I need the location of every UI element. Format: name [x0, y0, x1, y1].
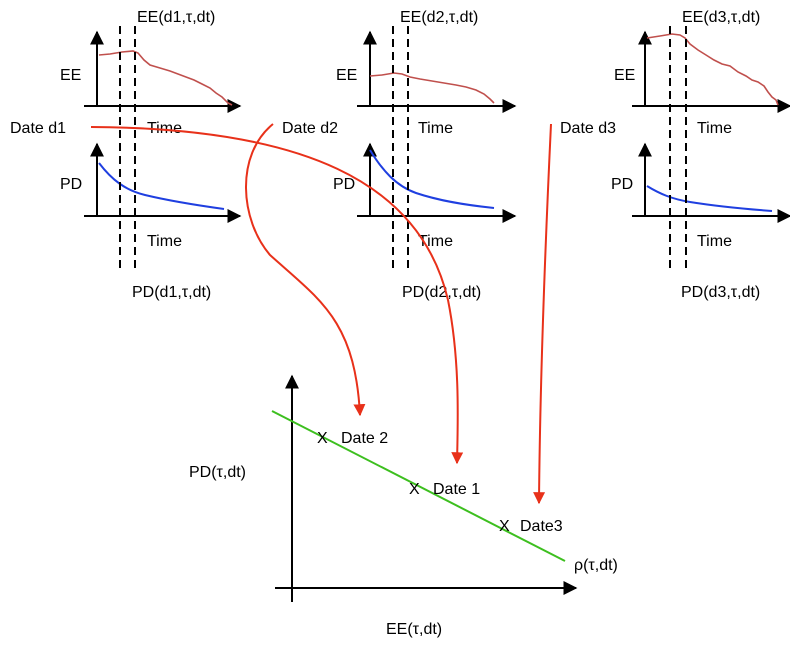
pd-curve — [98, 162, 225, 210]
ee-axis-label: EE — [60, 67, 81, 84]
point-marker: X — [499, 518, 510, 535]
ee-curve — [98, 50, 233, 106]
pd-curve — [369, 149, 495, 209]
point-label: Date 1 — [433, 481, 480, 498]
summary-y-label: PD(τ,dt) — [189, 464, 246, 481]
time-label-top: Time — [697, 120, 732, 137]
regression-line — [271, 410, 566, 562]
panel-d1: EE(d1,τ,dt) EE Date d1 Time PD Time PD(d… — [10, 9, 242, 301]
time-label-bottom: Time — [147, 233, 182, 250]
summary-plot: X Date 2 X Date 1 X Date3 PD(τ,dt) EE(τ,… — [189, 374, 618, 638]
ee-axis-label: EE — [614, 67, 635, 84]
time-label-bottom: Time — [697, 233, 732, 250]
arrow-date-d1-to-date1 — [90, 126, 464, 465]
pd-label: PD(d1,τ,dt) — [132, 284, 211, 301]
arrow-date-d3-to-date3 — [533, 123, 552, 505]
pd-axis-label: PD — [60, 176, 82, 193]
time-label-top: Time — [147, 120, 182, 137]
summary-x-label: EE(τ,dt) — [386, 621, 442, 638]
time-label-top: Time — [418, 120, 453, 137]
point-marker: X — [409, 481, 420, 498]
point-label: Date 2 — [341, 430, 388, 447]
pd-axis-label: PD — [611, 176, 633, 193]
point-marker: X — [317, 430, 328, 447]
date-label: Date d1 — [10, 120, 66, 137]
ee-label: EE(d1,τ,dt) — [137, 9, 215, 26]
pd-axis-label: PD — [333, 176, 355, 193]
ee-curve — [369, 72, 495, 104]
point-label: Date3 — [520, 518, 563, 535]
ee-axis-label: EE — [336, 67, 357, 84]
arrow-date-d2-to-date2 — [245, 123, 366, 417]
ee-label: EE(d2,τ,dt) — [400, 9, 478, 26]
panel-d2: EE(d2,τ,dt) EE Date d2 Time PD Time PD(d… — [282, 9, 517, 301]
date-label: Date d2 — [282, 120, 338, 137]
panel-d3: EE(d3,τ,dt) EE Date d3 Time PD Time PD(d… — [560, 9, 790, 301]
ee-curve — [646, 33, 779, 106]
pd-label: PD(d3,τ,dt) — [681, 284, 760, 301]
regression-line-label: ρ(τ,dt) — [574, 557, 618, 574]
date-label: Date d3 — [560, 120, 616, 137]
pd-label: PD(d2,τ,dt) — [402, 284, 481, 301]
connector-arrows — [90, 123, 552, 505]
ee-label: EE(d3,τ,dt) — [682, 9, 760, 26]
pd-curve — [646, 185, 773, 212]
